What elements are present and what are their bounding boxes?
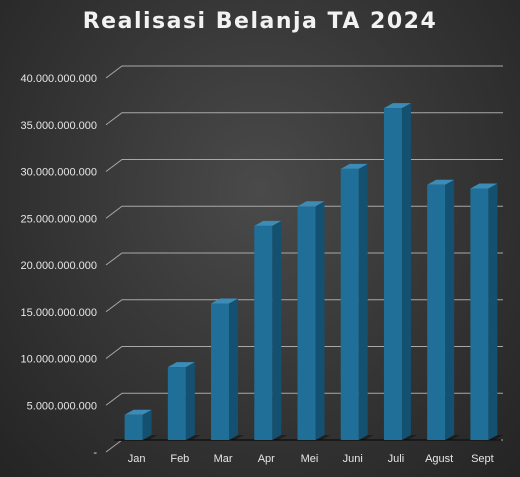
bar-front	[124, 414, 143, 440]
y-tick-label: 10.000.000.000	[21, 354, 97, 366]
bar-front	[383, 108, 402, 440]
bar-shadow	[315, 435, 331, 440]
bar	[254, 220, 288, 440]
grid-line	[105, 299, 503, 313]
bar	[124, 409, 158, 440]
grid-line	[105, 439, 503, 453]
bar	[427, 179, 461, 440]
bar-side	[142, 409, 152, 440]
y-tick-label: 15.000.000.000	[21, 307, 97, 319]
bar-front	[297, 206, 316, 440]
y-tick-label: 20.000.000.000	[21, 260, 97, 272]
bar-shadow	[272, 435, 288, 440]
bar-side	[272, 220, 282, 440]
y-tick-label: 25.000.000.000	[21, 213, 97, 225]
bar	[167, 362, 201, 440]
bar-side	[445, 179, 455, 440]
bar-side	[315, 201, 325, 440]
bar-top	[297, 201, 325, 207]
bar-top	[211, 298, 239, 304]
y-axis-ticks: - 5.000.000.000 10.000.000.000 15.000.000.0…	[21, 73, 98, 459]
bar-front	[470, 188, 489, 440]
bar	[340, 163, 374, 440]
bar-shadow	[229, 435, 245, 440]
grid-line	[105, 346, 503, 359]
x-axis-ticks: Jan Feb Mar Apr Mei Juni Juli Agust Sept	[128, 453, 494, 465]
grid-line	[105, 392, 503, 406]
x-tick-label: Apr	[258, 453, 275, 465]
bar-side	[488, 183, 498, 441]
bar-shadow	[185, 435, 201, 440]
bar-front	[254, 225, 273, 440]
bar-top	[340, 163, 368, 169]
bar-shadow	[401, 435, 417, 440]
bar-front	[427, 184, 446, 440]
bar-front	[211, 303, 230, 440]
y-tick-label: 35.000.000.000	[21, 120, 97, 132]
bar-side	[401, 103, 411, 440]
bar-top	[254, 220, 282, 226]
bar-side	[358, 163, 368, 440]
y-tick-label: -	[93, 447, 97, 459]
bar-top	[383, 103, 411, 109]
x-tick-label: Feb	[170, 453, 189, 465]
bar	[383, 103, 417, 440]
bar-front	[340, 168, 359, 440]
y-tick-label: 40.000.000.000	[21, 73, 97, 85]
y-tick-label: 5.000.000.000	[27, 400, 97, 412]
x-tick-label: Jan	[128, 453, 146, 465]
x-tick-label: Sept	[471, 453, 494, 465]
bar	[297, 201, 331, 440]
bar-top	[470, 183, 498, 189]
bar-top	[427, 179, 455, 185]
bar-side	[185, 362, 195, 440]
bar-front	[167, 367, 186, 440]
grid-line	[105, 112, 503, 126]
y-tick-label: 30.000.000.000	[21, 167, 97, 179]
chart-title: Realisasi Belanja TA 2024	[82, 9, 438, 34]
bar-shadow	[358, 435, 374, 440]
bar-shadow	[445, 435, 461, 440]
bar-top	[167, 362, 195, 368]
bar-top	[124, 409, 152, 415]
bar	[211, 298, 245, 440]
bar-shadow	[488, 435, 504, 440]
bars	[124, 103, 504, 441]
bar-side	[229, 298, 239, 440]
grid-line	[105, 252, 503, 266]
bar-shadow	[142, 435, 158, 440]
x-tick-label: Juli	[388, 453, 405, 465]
x-tick-label: Juni	[343, 453, 363, 465]
x-tick-label: Agust	[425, 453, 453, 465]
x-tick-label: Mei	[301, 453, 319, 465]
x-tick-label: Mar	[214, 453, 233, 465]
grid-line	[105, 159, 503, 172]
bar	[470, 183, 504, 441]
grid-line	[105, 65, 503, 79]
grid-line	[105, 205, 503, 219]
